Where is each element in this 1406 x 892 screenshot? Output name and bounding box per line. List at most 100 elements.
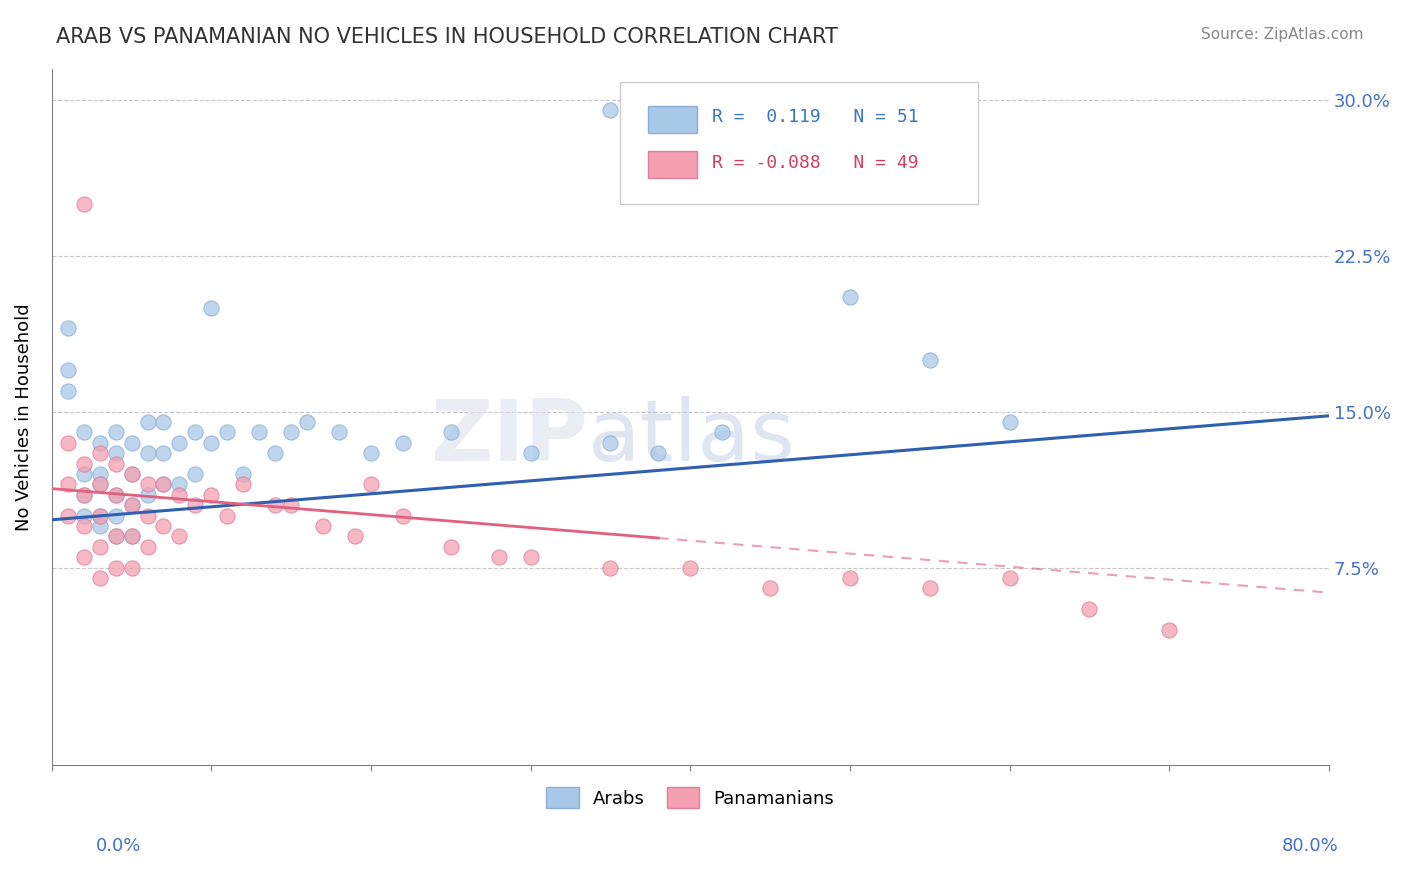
Point	[328, 425, 350, 440]
Point	[121, 560, 143, 574]
Point	[56, 435, 79, 450]
Text: 0.0%: 0.0%	[96, 837, 141, 855]
Point	[89, 508, 111, 523]
Point	[264, 446, 287, 460]
Text: atlas: atlas	[588, 396, 796, 479]
Point	[1159, 623, 1181, 637]
Point	[121, 435, 143, 450]
Point	[247, 425, 270, 440]
Point	[73, 196, 96, 211]
Point	[89, 519, 111, 533]
Point	[136, 508, 159, 523]
FancyBboxPatch shape	[620, 82, 977, 204]
Point	[169, 435, 191, 450]
Text: Source: ZipAtlas.com: Source: ZipAtlas.com	[1201, 27, 1364, 42]
Point	[519, 550, 541, 565]
Point	[73, 467, 96, 481]
Point	[295, 415, 318, 429]
Point	[184, 498, 207, 512]
Point	[360, 477, 382, 491]
Point	[73, 425, 96, 440]
Point	[104, 529, 127, 543]
Point	[918, 352, 941, 367]
Point	[360, 446, 382, 460]
Point	[73, 457, 96, 471]
Point	[121, 467, 143, 481]
Point	[89, 477, 111, 491]
Point	[679, 560, 702, 574]
Point	[73, 488, 96, 502]
Point	[73, 519, 96, 533]
Point	[280, 498, 302, 512]
Point	[89, 508, 111, 523]
Point	[89, 467, 111, 481]
Point	[392, 435, 415, 450]
Point	[312, 519, 335, 533]
Point	[136, 415, 159, 429]
Point	[121, 498, 143, 512]
Point	[121, 467, 143, 481]
Point	[152, 415, 174, 429]
Point	[56, 508, 79, 523]
Text: R =  0.119   N = 51: R = 0.119 N = 51	[711, 108, 918, 127]
Point	[104, 508, 127, 523]
Point	[519, 446, 541, 460]
Point	[89, 540, 111, 554]
Point	[136, 540, 159, 554]
Point	[200, 435, 222, 450]
Point	[998, 571, 1021, 585]
Point	[73, 488, 96, 502]
Text: R = -0.088   N = 49: R = -0.088 N = 49	[711, 153, 918, 171]
Point	[104, 425, 127, 440]
Point	[89, 571, 111, 585]
Point	[184, 425, 207, 440]
Point	[104, 560, 127, 574]
Point	[73, 508, 96, 523]
Point	[759, 582, 782, 596]
Point	[121, 529, 143, 543]
Point	[104, 529, 127, 543]
Point	[918, 582, 941, 596]
Point	[169, 477, 191, 491]
Point	[217, 425, 239, 440]
Point	[264, 498, 287, 512]
Point	[232, 477, 254, 491]
Point	[89, 477, 111, 491]
Point	[344, 529, 367, 543]
Point	[104, 488, 127, 502]
Point	[89, 435, 111, 450]
Point	[121, 498, 143, 512]
Point	[56, 363, 79, 377]
Point	[152, 477, 174, 491]
Point	[56, 321, 79, 335]
Point	[998, 415, 1021, 429]
Point	[56, 384, 79, 398]
Point	[217, 508, 239, 523]
Point	[280, 425, 302, 440]
Point	[136, 488, 159, 502]
Point	[599, 103, 621, 117]
Point	[488, 550, 510, 565]
Point	[169, 488, 191, 502]
Legend: Arabs, Panamanians: Arabs, Panamanians	[538, 780, 842, 815]
Point	[152, 519, 174, 533]
Point	[232, 467, 254, 481]
Point	[838, 290, 860, 304]
Point	[104, 457, 127, 471]
Point	[152, 446, 174, 460]
Point	[1078, 602, 1101, 616]
Point	[169, 529, 191, 543]
FancyBboxPatch shape	[648, 152, 696, 178]
Point	[136, 477, 159, 491]
Point	[392, 508, 415, 523]
Point	[104, 488, 127, 502]
Point	[440, 425, 463, 440]
Point	[440, 540, 463, 554]
FancyBboxPatch shape	[648, 106, 696, 133]
Point	[121, 529, 143, 543]
Text: ZIP: ZIP	[430, 396, 588, 479]
Text: ARAB VS PANAMANIAN NO VEHICLES IN HOUSEHOLD CORRELATION CHART: ARAB VS PANAMANIAN NO VEHICLES IN HOUSEH…	[56, 27, 838, 46]
Point	[599, 435, 621, 450]
Point	[711, 425, 734, 440]
Point	[136, 446, 159, 460]
